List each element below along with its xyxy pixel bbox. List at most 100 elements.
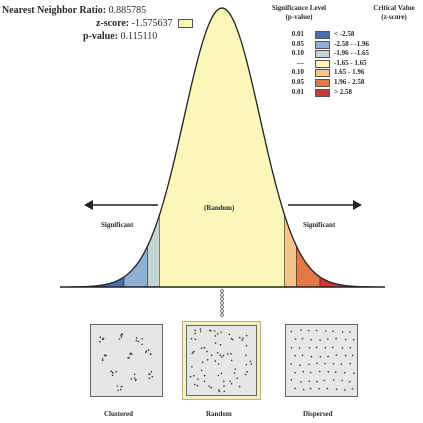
curve-group — [69, 7, 375, 288]
point — [115, 371, 117, 373]
point — [111, 374, 114, 377]
point — [130, 352, 132, 354]
point — [121, 333, 123, 336]
point — [323, 379, 325, 382]
point — [199, 328, 202, 330]
point — [222, 354, 225, 357]
point — [104, 355, 107, 357]
point — [99, 340, 101, 343]
point — [315, 329, 318, 332]
point — [290, 379, 293, 381]
point — [343, 372, 346, 374]
point — [223, 380, 225, 383]
nn-ratio-label: Nearest Neighbor Ratio: — [2, 5, 107, 16]
curve-outline — [70, 7, 374, 288]
point — [141, 343, 143, 346]
point — [290, 347, 293, 349]
point — [120, 334, 122, 336]
random-pattern — [186, 325, 257, 396]
point — [220, 372, 223, 375]
point — [308, 347, 311, 349]
point — [239, 336, 241, 339]
point — [149, 353, 152, 355]
point — [249, 360, 252, 363]
point — [302, 388, 305, 391]
random-points — [189, 328, 253, 393]
legend-swatch — [315, 88, 330, 97]
point — [196, 384, 199, 387]
point — [199, 330, 202, 333]
point — [206, 359, 209, 361]
legend-p-value: 0.10 — [291, 68, 304, 77]
point — [147, 349, 150, 351]
statistics-block: Nearest Neighbor Ratio: 0.885785 z-score… — [2, 4, 193, 43]
point — [194, 329, 196, 332]
point — [101, 359, 104, 362]
point — [298, 347, 301, 349]
point — [203, 346, 206, 349]
point — [319, 355, 322, 358]
point — [230, 337, 233, 340]
nn-ratio-row: Nearest Neighbor Ratio: 0.885785 — [2, 4, 193, 17]
tail-region-right-010 — [284, 215, 297, 288]
point — [141, 338, 143, 340]
point — [332, 379, 335, 381]
legend-z-range: < -2.58 — [334, 30, 355, 38]
point — [242, 337, 244, 339]
point — [201, 361, 204, 363]
point — [118, 338, 121, 340]
point — [319, 370, 321, 373]
point — [133, 373, 136, 376]
point — [341, 379, 343, 382]
point — [216, 333, 219, 335]
legend-row: --- -1.65 - 1.65 — [255, 59, 420, 68]
point — [218, 389, 220, 391]
point — [331, 346, 334, 349]
point — [189, 375, 192, 378]
legend-row: 0.01 > 2.58 — [255, 88, 420, 97]
legend-row: 0.05 1.96 - 2.58 — [255, 78, 420, 87]
z-score-swatch — [177, 19, 193, 29]
point — [220, 356, 223, 358]
p-value-label: p-value: — [83, 31, 118, 42]
point — [230, 383, 233, 385]
legend-swatch — [315, 40, 330, 49]
point — [335, 337, 337, 340]
point — [191, 366, 193, 368]
point — [102, 337, 105, 340]
point — [193, 374, 195, 377]
point — [294, 387, 296, 390]
legend-p-value: --- — [297, 58, 304, 67]
legend: Significance Level (p-value) Critical Va… — [255, 4, 423, 124]
point — [308, 363, 310, 366]
point — [214, 335, 217, 337]
point — [200, 347, 203, 349]
significant-right-label: Significant — [303, 221, 336, 229]
point — [324, 330, 327, 332]
point — [219, 344, 222, 346]
point — [203, 374, 206, 377]
point — [226, 353, 229, 355]
point — [332, 363, 335, 365]
point — [302, 370, 305, 373]
point — [120, 336, 123, 338]
point — [210, 386, 213, 389]
point — [228, 333, 231, 336]
z-score-label: z-score: — [96, 18, 130, 29]
point — [116, 385, 119, 387]
point — [308, 380, 311, 383]
point — [145, 350, 148, 352]
legend-z-range: > 2.58 — [334, 87, 352, 96]
point — [290, 363, 292, 365]
point — [210, 354, 213, 357]
connector-dot — [220, 297, 224, 301]
p-value-value: 0.115110 — [120, 31, 158, 42]
point — [137, 340, 140, 343]
point — [318, 388, 320, 390]
point — [326, 387, 329, 390]
point — [307, 329, 310, 332]
point — [340, 363, 343, 365]
legend-p-value: 0.05 — [291, 78, 304, 86]
point — [246, 370, 248, 373]
point — [151, 375, 154, 378]
